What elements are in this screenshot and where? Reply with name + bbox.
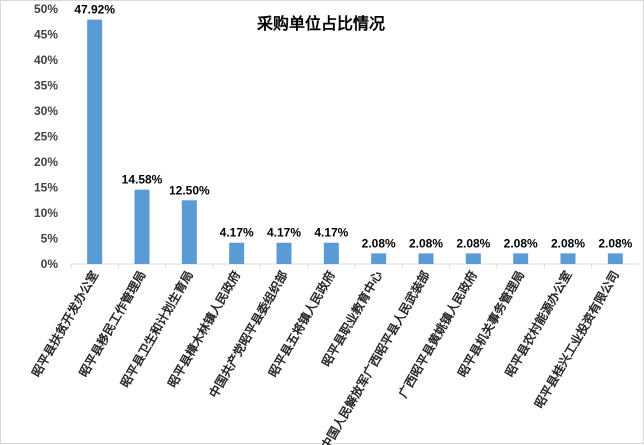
y-tick-label: 30% (34, 104, 58, 118)
data-label: 4.17% (220, 226, 254, 240)
data-label: 2.08% (362, 236, 396, 250)
chart-title: 采购单位占比情况 (256, 14, 385, 33)
data-label: 2.08% (551, 236, 585, 250)
y-tick-label: 40% (34, 53, 58, 67)
x-tick-label: 广西昭平县黄姚镇人民政府 (395, 268, 480, 400)
bar (465, 253, 481, 264)
y-tick-label: 0% (41, 257, 59, 271)
bar (560, 253, 576, 264)
y-tick-label: 50% (34, 2, 58, 16)
bar (513, 253, 529, 264)
data-label: 2.08% (456, 236, 490, 250)
y-tick-label: 35% (34, 79, 58, 93)
y-tick-label: 15% (34, 181, 58, 195)
bar (323, 242, 339, 264)
bar (87, 19, 103, 264)
x-axis: 昭平县扶贫开发办公室昭平县移民工作管理局昭平县卫生和计划生育局昭平县樟木林镇人民… (28, 268, 622, 445)
data-label: 14.58% (122, 173, 163, 187)
y-tick-label: 5% (41, 232, 59, 246)
data-label: 4.17% (267, 226, 301, 240)
bar (418, 253, 434, 264)
y-tick-label: 10% (34, 206, 58, 220)
y-tick-label: 25% (34, 130, 58, 144)
bar (181, 200, 197, 264)
bar (607, 253, 623, 264)
data-label: 12.50% (169, 183, 210, 197)
x-tick-label: 中国共产党昭平县委组织部 (206, 268, 291, 400)
y-tick-label: 45% (34, 28, 58, 42)
y-axis: 0% 5% 10% 15% 20% 25% 30% 35% 40% 45% 50% (34, 2, 639, 271)
y-tick-label: 20% (34, 155, 58, 169)
bars (70, 19, 623, 268)
bar (276, 242, 292, 264)
bar (371, 253, 387, 264)
data-label: 2.08% (409, 236, 443, 250)
bar (134, 189, 150, 264)
data-label: 47.92% (74, 3, 115, 17)
data-label: 2.08% (598, 236, 632, 250)
x-tick-label: 昭平县桂兴工业投资有限公司 (531, 268, 622, 411)
data-label: 2.08% (504, 236, 538, 250)
data-label: 4.17% (314, 226, 348, 240)
data-labels: 47.92% 14.58% 12.50% 4.17% 4.17% 4.17% 2.08% 2.… (74, 3, 632, 251)
bar (229, 242, 245, 264)
